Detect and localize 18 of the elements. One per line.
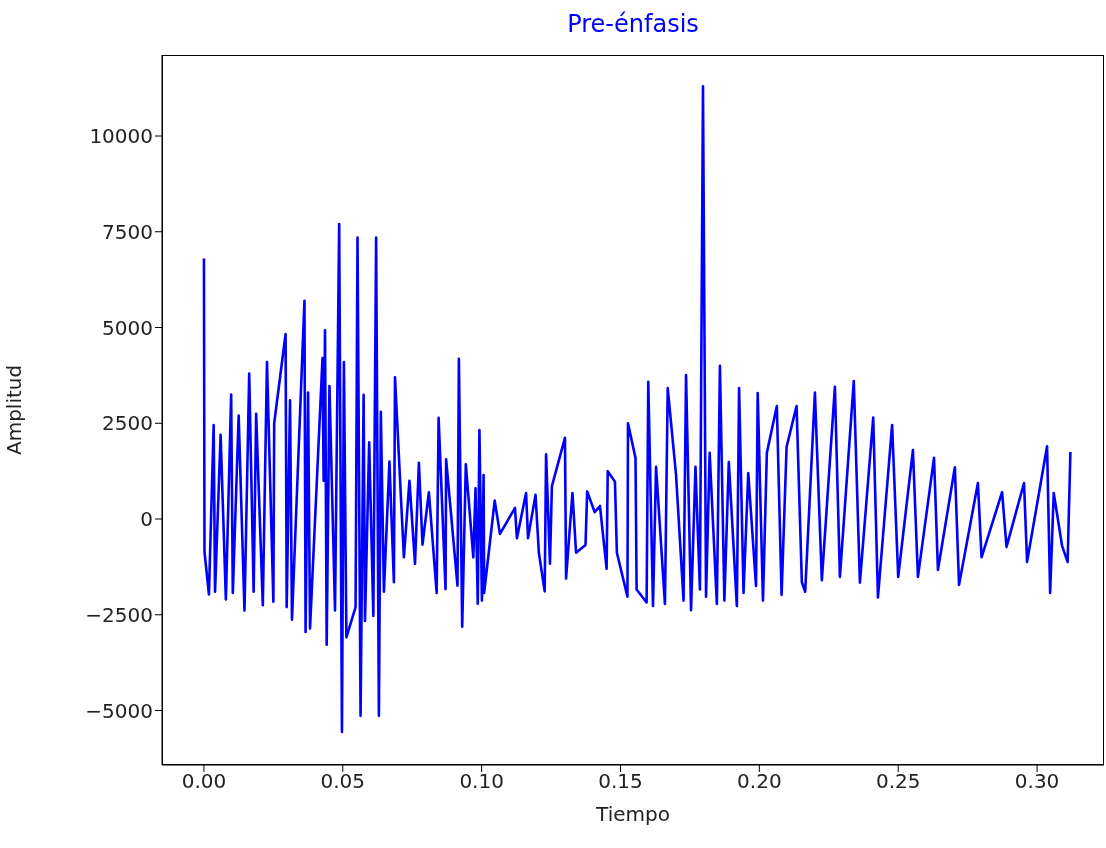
x-tick-label: 0.00	[181, 769, 227, 794]
x-tick-label: 0.20	[737, 769, 782, 794]
x-tick-label: 0.10	[459, 769, 504, 794]
x-axis-title: Tiempo	[595, 802, 670, 827]
y-tick-label: 7500	[102, 219, 153, 244]
y-tick-label: 5000	[102, 315, 153, 340]
y-tick-label: −2500	[85, 602, 153, 627]
x-tick-label: 0.30	[1014, 769, 1060, 794]
line-series	[202, 84, 1072, 734]
x-tick-label: 0.15	[598, 769, 643, 794]
x-tick-label: 0.25	[875, 769, 921, 794]
y-tick-label: −5000	[85, 698, 153, 723]
y-axis-title: Amplitud	[2, 364, 27, 455]
chart-title: Pre-énfasis	[566, 10, 700, 38]
x-tick-label: 0.05	[320, 769, 366, 794]
y-tick-label: 0	[140, 507, 153, 532]
y-tick-label: 10000	[89, 124, 153, 149]
y-tick-label: 2500	[102, 411, 153, 436]
